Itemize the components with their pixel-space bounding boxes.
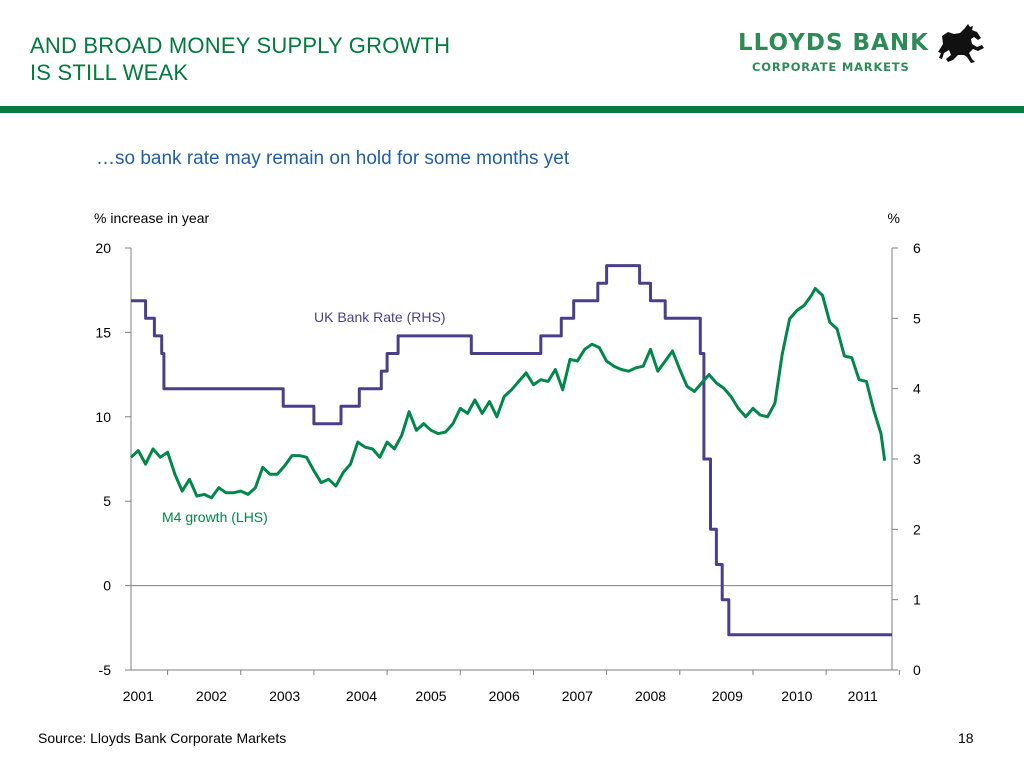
y-axis-label-right: %: [888, 210, 900, 226]
source-note: Source: Lloyds Bank Corporate Markets: [38, 730, 287, 746]
x-tick-label: 2005: [415, 688, 446, 704]
page-number: 18: [958, 730, 974, 746]
logo-name: LLOYDS BANK: [738, 30, 929, 56]
bank-rate-annotation: UK Bank Rate (RHS): [314, 309, 445, 325]
x-tick-label: 2010: [781, 688, 812, 704]
y-tick-label-left: 10: [95, 409, 111, 425]
m4-growth-annotation: M4 growth (LHS): [162, 509, 268, 525]
y-tick-label-left: 5: [103, 493, 111, 509]
y-tick-label-left: 20: [95, 240, 111, 256]
bank-rate-series-line: [131, 264, 892, 637]
y-tick-label-left: 0: [103, 578, 111, 594]
y-tick-label-right: 0: [913, 662, 921, 678]
y-tick-label-right: 5: [913, 310, 921, 326]
x-tick-label: 2006: [489, 688, 520, 704]
x-tick-label: 2001: [123, 688, 154, 704]
y-tick-label-right: 4: [913, 381, 921, 397]
slide-title-line-1: AND BROAD MONEY SUPPLY GROWTH: [30, 33, 451, 58]
x-tick-label: 2003: [269, 688, 300, 704]
black-horse-icon: [938, 24, 984, 63]
slide-title-line-2: IS STILL WEAK: [30, 60, 189, 85]
m4-growth-series-line: [129, 287, 887, 500]
header-divider: [0, 106, 1024, 113]
x-tick-label: 2009: [712, 688, 743, 704]
y-tick-label-left: 15: [95, 324, 111, 340]
x-tick-label: 2004: [346, 688, 377, 704]
y-tick-label-right: 6: [913, 240, 921, 256]
chart-plot-area: [129, 264, 892, 637]
x-tick-label: 2002: [196, 688, 227, 704]
slide-title: AND BROAD MONEY SUPPLY GROWTH IS STILL W…: [30, 32, 450, 86]
logo-subtitle: CORPORATE MARKETS: [752, 60, 910, 74]
y-tick-label-left: -5: [99, 662, 112, 678]
chart-subtitle: …so bank rate may remain on hold for som…: [96, 148, 570, 169]
y-tick-label-right: 1: [913, 592, 921, 608]
y-tick-label-right: 3: [913, 451, 921, 467]
x-tick-label: 2008: [635, 688, 666, 704]
x-tick-label: 2007: [562, 688, 593, 704]
x-tick-label: 2011: [848, 688, 878, 704]
lloyds-bank-logo: LLOYDS BANK CORPORATE MARKETS: [738, 24, 988, 78]
y-tick-label-right: 2: [913, 521, 921, 537]
y-axis-label-left: % increase in year: [94, 210, 210, 226]
